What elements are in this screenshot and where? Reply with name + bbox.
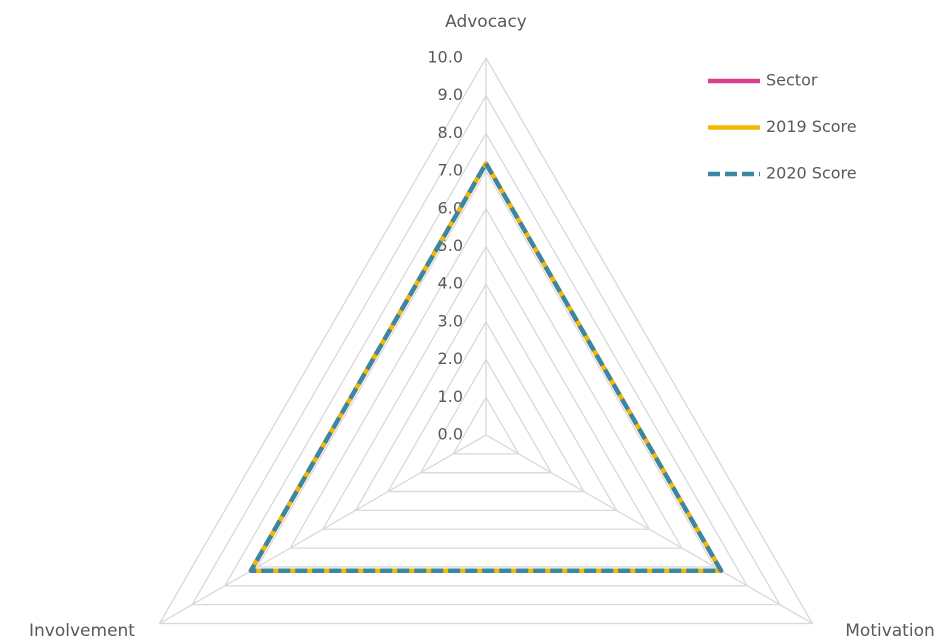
tick-label: 7.0 bbox=[438, 161, 463, 180]
grid-ring bbox=[452, 395, 520, 455]
tick-label: 8.0 bbox=[438, 123, 463, 142]
tick-label: 4.0 bbox=[438, 274, 463, 293]
tick-label: 10.0 bbox=[427, 48, 463, 67]
category-label: Motivation bbox=[845, 621, 935, 641]
grid-ring bbox=[288, 207, 684, 549]
grid-ring bbox=[158, 56, 814, 625]
legend-label: Sector bbox=[766, 71, 818, 90]
legend-label: 2019 Score bbox=[766, 117, 857, 136]
tick-label: 3.0 bbox=[438, 311, 463, 330]
grid-ring bbox=[191, 94, 781, 606]
spoke bbox=[159, 434, 487, 625]
grid-ring bbox=[354, 282, 618, 512]
grid-ring bbox=[223, 132, 749, 587]
grid-ring bbox=[419, 358, 553, 474]
series-line bbox=[248, 161, 724, 573]
tick-label: 1.0 bbox=[438, 387, 463, 406]
grid-ring bbox=[386, 320, 586, 493]
category-label: Involvement bbox=[29, 621, 135, 641]
legend-label: 2020 Score bbox=[766, 164, 857, 183]
tick-label: 9.0 bbox=[438, 85, 463, 104]
category-label: Advocacy bbox=[445, 12, 527, 32]
tick-label: 2.0 bbox=[438, 349, 463, 368]
grid-ring bbox=[256, 169, 716, 568]
spoke bbox=[485, 434, 813, 625]
tick-label: 0.0 bbox=[438, 425, 463, 444]
grid-ring bbox=[321, 245, 651, 530]
